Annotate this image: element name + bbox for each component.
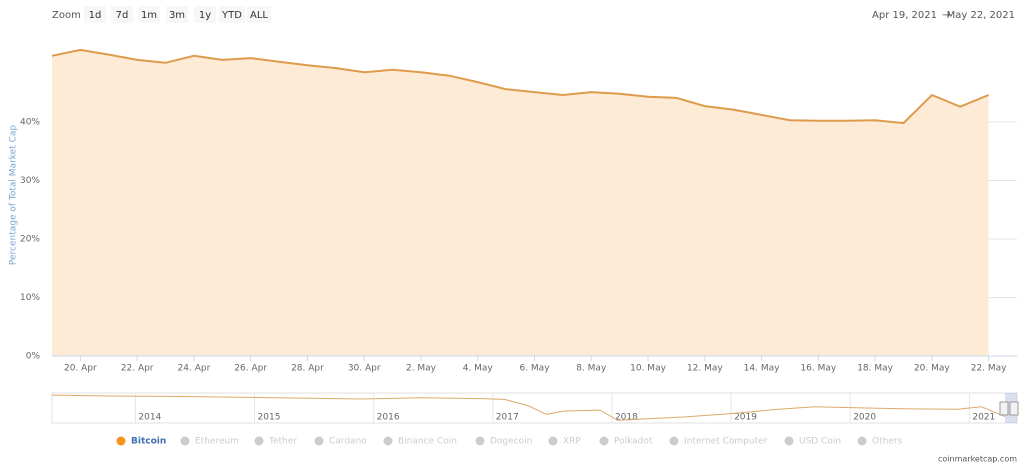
legend-label[interactable]: Dogecoin [490, 437, 532, 447]
x-tick-label: 20. May [914, 364, 950, 374]
navigator-tick-label: 2017 [496, 413, 519, 423]
x-tick-label: 4. May [463, 364, 494, 374]
range-from: Apr 19, 2021 [872, 10, 937, 21]
navigator-tick-label: 2016 [377, 413, 400, 423]
navigator-tick-label: 2018 [615, 413, 638, 423]
zoom-button[interactable] [194, 6, 216, 23]
x-tick-label: 30. Apr [348, 364, 381, 374]
y-tick-label: 0% [26, 352, 41, 362]
legend-marker[interactable] [383, 436, 393, 446]
x-tick-label: 26. Apr [234, 364, 267, 374]
legend-label[interactable]: Polkadot [614, 437, 653, 447]
navigator-tick-label: 2014 [138, 413, 161, 423]
y-tick-label: 40% [20, 117, 40, 127]
zoom-button[interactable] [84, 6, 106, 23]
x-tick-label: 22. May [971, 364, 1007, 374]
legend-label[interactable]: Others [872, 437, 903, 447]
legend-label[interactable]: Ethereum [195, 437, 239, 447]
legend-marker[interactable] [599, 436, 609, 446]
navigator-tick-label: 2019 [734, 413, 757, 423]
x-tick-label: 2. May [406, 364, 437, 374]
zoom-button-label[interactable]: YTD [221, 10, 242, 21]
legend-marker[interactable] [116, 436, 126, 446]
credit: coinmarketcap.com [938, 455, 1017, 464]
x-tick-label: 8. May [576, 364, 607, 374]
legend-label[interactable]: Internet Computer [684, 437, 768, 447]
navigator-handle[interactable] [999, 401, 1009, 416]
navigator-line [51, 394, 1006, 421]
legend-label[interactable]: Bitcoin [131, 437, 166, 447]
y-axis-title: Percentage of Total Market Cap [9, 125, 19, 266]
zoom-label: Zoom [52, 10, 81, 21]
x-tick-label: 12. May [687, 364, 723, 374]
navigator-tick-label: 2015 [258, 413, 281, 423]
legend-marker[interactable] [475, 436, 485, 446]
legend-marker[interactable] [669, 436, 679, 446]
y-tick-label: 20% [20, 234, 40, 244]
y-tick-label: 30% [20, 176, 40, 186]
area-fill [52, 49, 989, 357]
range-to: May 22, 2021 [947, 10, 1015, 21]
zoom-button-label[interactable]: 1m [141, 10, 157, 21]
x-tick-label: 14. May [744, 364, 780, 374]
legend-label[interactable]: USD Coin [799, 437, 841, 447]
legend-label[interactable]: Binance Coin [398, 437, 457, 447]
zoom-button[interactable] [138, 6, 160, 23]
x-tick-label: 10. May [630, 364, 666, 374]
zoom-button[interactable] [219, 6, 245, 23]
x-tick-label: 24. Apr [178, 364, 211, 374]
zoom-button-label[interactable]: ALL [250, 10, 268, 21]
legend-label[interactable]: Tether [268, 437, 297, 447]
range-arrow: → [942, 10, 950, 21]
navigator-tick-label: 2020 [853, 413, 876, 423]
zoom-button-label[interactable]: 3m [169, 10, 185, 21]
zoom-button[interactable] [247, 6, 271, 23]
legend-label[interactable]: Cardano [329, 437, 367, 447]
legend-marker[interactable] [314, 436, 324, 446]
x-tick-label: 28. Apr [291, 364, 324, 374]
zoom-button-label[interactable]: 7d [116, 10, 129, 21]
x-tick-label: 16. May [800, 364, 836, 374]
zoom-button-label[interactable]: 1d [89, 10, 102, 21]
line [51, 48, 989, 125]
legend-marker[interactable] [254, 436, 264, 446]
y-tick-label: 10% [20, 293, 40, 303]
navigator-tick-label: 2021 [972, 413, 995, 423]
zoom-button[interactable] [166, 6, 188, 23]
x-tick-label: 18. May [857, 364, 893, 374]
legend-marker[interactable] [857, 436, 867, 446]
legend-label[interactable]: XRP [563, 437, 581, 447]
legend-marker[interactable] [180, 436, 190, 446]
zoom-button[interactable] [111, 6, 133, 23]
legend-marker[interactable] [548, 436, 558, 446]
x-tick-label: 22. Apr [121, 364, 154, 374]
navigator-handle[interactable] [1009, 401, 1019, 416]
x-tick-label: 20. Apr [64, 364, 97, 374]
legend-marker[interactable] [784, 436, 794, 446]
zoom-button-label[interactable]: 1y [199, 10, 211, 21]
x-tick-label: 6. May [519, 364, 550, 374]
